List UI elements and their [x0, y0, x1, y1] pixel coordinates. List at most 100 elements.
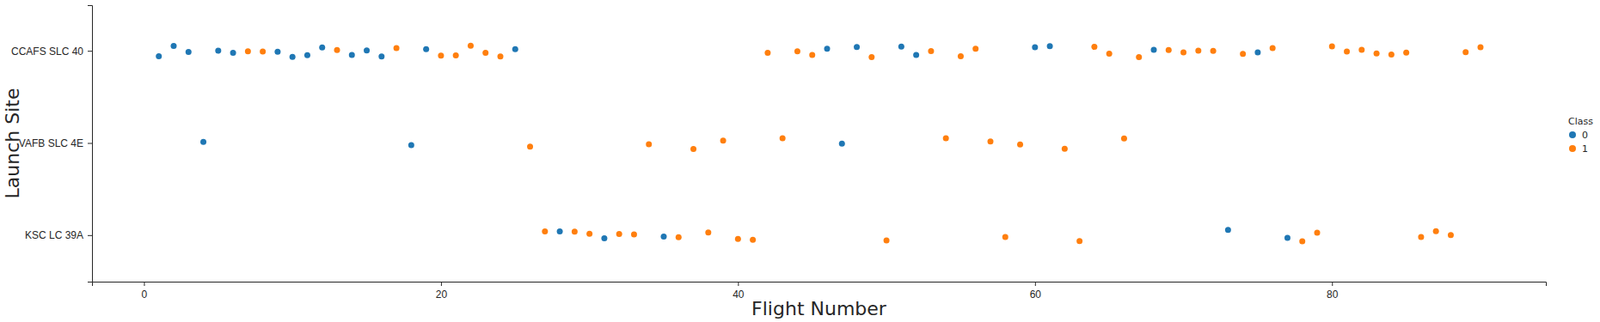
x-tick: 20 [435, 281, 448, 301]
point [318, 44, 325, 51]
x-tick: 40 [732, 281, 745, 301]
point [1076, 238, 1083, 245]
point [1403, 49, 1410, 56]
point [1329, 42, 1336, 50]
point [289, 54, 296, 61]
point [512, 46, 519, 53]
point [1417, 233, 1424, 240]
point [645, 140, 652, 148]
point [467, 42, 474, 50]
y-tick-label: KSC LC 39A [24, 229, 84, 242]
point [794, 48, 801, 55]
point [214, 48, 221, 55]
point [1017, 141, 1024, 148]
point [1314, 230, 1321, 237]
point [1254, 49, 1261, 56]
point [541, 228, 548, 235]
point [704, 229, 712, 236]
point [779, 135, 786, 142]
point [497, 53, 504, 60]
x-axis-line [92, 282, 1547, 288]
y-tick-mark [87, 50, 92, 52]
point [987, 138, 994, 145]
point [393, 44, 400, 51]
point [363, 47, 370, 54]
point [1061, 146, 1068, 153]
point [1002, 233, 1009, 240]
point [839, 140, 846, 148]
y-axis-line [87, 6, 93, 283]
legend: Class01 [1568, 116, 1594, 155]
point [1284, 235, 1291, 242]
point [1447, 232, 1454, 239]
chart: 0 20 40 60 80 CCAFS SLC 40 VAFB SLC 4E KSC LC 3… [0, 0, 1600, 322]
point [1121, 135, 1128, 142]
point [720, 137, 727, 144]
point [527, 143, 534, 150]
y-tick: VAFB SLC 4E [18, 137, 92, 150]
point [631, 231, 638, 238]
points [155, 42, 1484, 246]
x-tick-mark [737, 281, 739, 287]
point [378, 53, 385, 60]
legend-marker [1569, 145, 1576, 153]
point [334, 47, 341, 54]
x-tick-label: 60 [1029, 288, 1043, 301]
point [1031, 44, 1038, 51]
point [957, 53, 964, 60]
point [1047, 42, 1054, 50]
point [230, 49, 237, 56]
point [185, 49, 192, 56]
point [600, 235, 607, 242]
point [898, 43, 905, 50]
point [675, 234, 682, 241]
point [1180, 49, 1187, 56]
y-axis: CCAFS SLC 40 VAFB SLC 4E KSC LC 39A [11, 6, 93, 283]
point [171, 42, 178, 50]
y-axis-title: Launch Site [1, 88, 24, 200]
point [1343, 49, 1350, 56]
point [408, 142, 415, 149]
point [1462, 49, 1469, 56]
point [571, 228, 578, 235]
y-tick: CCAFS SLC 40 [11, 45, 92, 58]
point [883, 238, 890, 245]
x-tick: 0 [141, 281, 148, 301]
y-tick: KSC LC 39A [24, 229, 92, 242]
point [1195, 47, 1202, 54]
x-tick-label: 20 [435, 288, 448, 301]
x-axis-title: Flight Number [751, 298, 888, 320]
y-tick-mark [87, 143, 92, 145]
legend-title: Class [1568, 116, 1594, 128]
point [259, 48, 266, 55]
point [274, 49, 281, 56]
point [1135, 54, 1142, 61]
point [764, 49, 771, 56]
point [1210, 48, 1217, 55]
x-tick: 60 [1029, 281, 1043, 301]
point [1165, 47, 1172, 54]
point [1225, 226, 1232, 233]
x-tick: 80 [1326, 281, 1339, 301]
point [1239, 50, 1246, 57]
point [661, 233, 668, 240]
point [943, 135, 950, 142]
point [482, 49, 489, 56]
point [913, 52, 920, 59]
legend-marker [1569, 131, 1576, 139]
point [1433, 228, 1440, 235]
point [304, 52, 311, 59]
point [735, 236, 742, 243]
point [972, 45, 979, 52]
point [557, 228, 564, 235]
point [1358, 46, 1365, 53]
point [690, 146, 697, 153]
point [1151, 47, 1158, 54]
plot-area: 0 20 40 60 80 CCAFS SLC 40 VAFB SLC 4E KSC LC 3… [11, 6, 1547, 301]
point [749, 237, 756, 244]
x-tick-label: 80 [1326, 288, 1339, 301]
point [927, 48, 934, 55]
point [1091, 43, 1098, 50]
point [853, 43, 860, 50]
point [809, 51, 816, 58]
